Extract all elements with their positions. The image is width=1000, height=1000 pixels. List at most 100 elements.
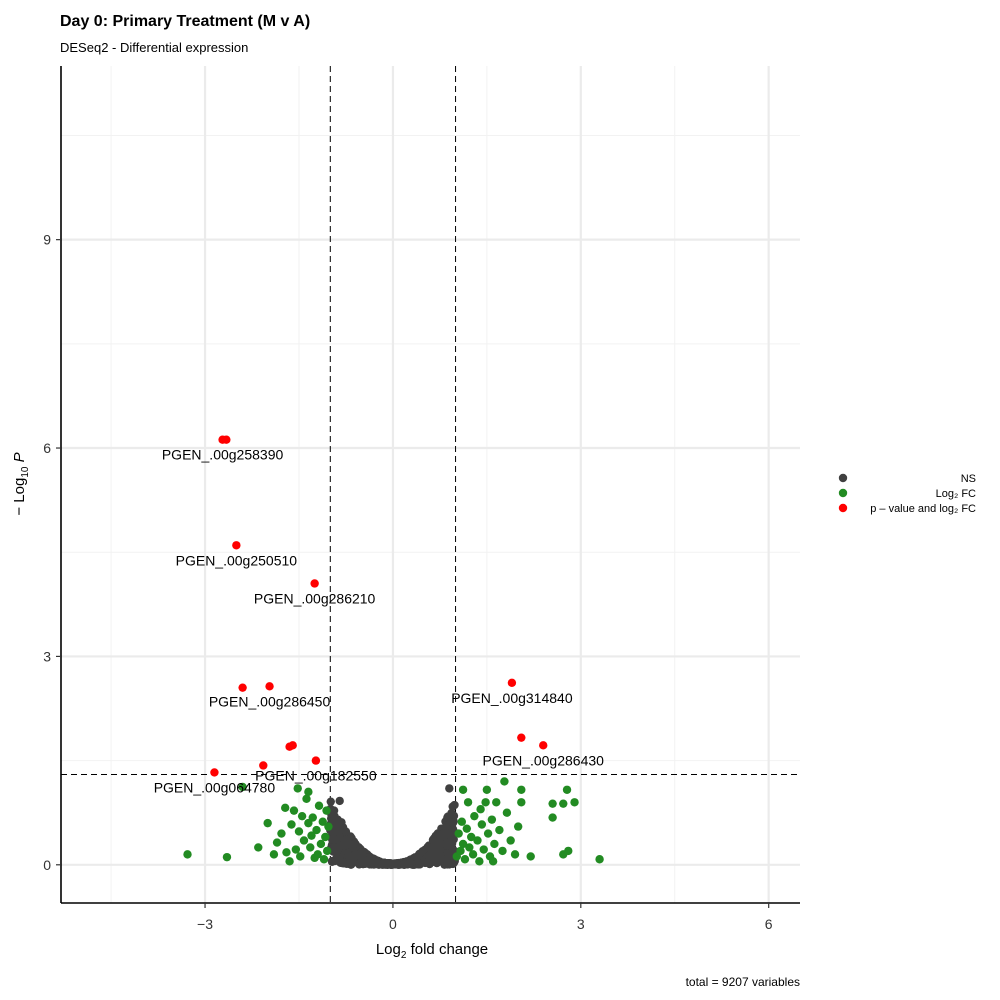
fc-point	[517, 798, 526, 807]
data-points	[183, 435, 604, 869]
ns-point	[326, 797, 335, 806]
fc-point	[506, 836, 515, 845]
point-label: PGEN_.00g064780	[154, 779, 276, 795]
fc-point	[458, 785, 468, 794]
ns-point	[443, 813, 452, 822]
fc-point	[285, 857, 294, 866]
sig-point	[238, 683, 247, 692]
axes	[60, 66, 800, 904]
ns-point	[405, 859, 414, 868]
fc-point	[456, 846, 465, 856]
legend-marker	[838, 503, 848, 513]
ns-point	[331, 854, 341, 864]
legend-marker	[838, 473, 848, 483]
fc-point	[559, 799, 568, 808]
fc-point	[477, 820, 487, 829]
fc-point	[313, 850, 322, 859]
fc-point	[296, 852, 305, 861]
x-tick-label: 0	[389, 916, 397, 932]
chart-caption: total = 9207 variables	[686, 975, 800, 989]
chart-title: Day 0: Primary Treatment (M v A)	[60, 13, 310, 30]
fc-point	[302, 794, 311, 804]
ns-point	[341, 827, 351, 836]
y-axis-label: − Log10 P	[11, 452, 31, 515]
point-labels: PGEN_.00g258390 PGEN_.00g250510 PGEN_.00g2…	[154, 447, 604, 796]
legend-marker	[838, 488, 848, 498]
fc-point	[291, 845, 301, 854]
ns-point	[430, 854, 439, 863]
fc-point	[473, 836, 482, 845]
fc-point	[312, 825, 321, 835]
fc-point	[294, 827, 304, 836]
ns-point	[344, 851, 353, 860]
cutoff-lines	[61, 66, 800, 903]
fc-point	[319, 855, 329, 864]
ns-point	[442, 855, 451, 864]
ns-point	[348, 843, 357, 852]
fc-point	[457, 817, 467, 826]
ns-point	[330, 843, 339, 852]
fc-point	[488, 857, 498, 866]
fc-point	[498, 846, 507, 856]
fc-point	[500, 777, 509, 786]
fc-point	[548, 813, 557, 822]
grid-lines	[61, 66, 800, 903]
fc-point	[282, 848, 291, 857]
legend-label: NS	[961, 473, 976, 485]
sig-point	[539, 741, 548, 750]
fc-point	[462, 824, 472, 833]
y-tick-label: 3	[43, 648, 51, 664]
ns-point	[435, 848, 444, 857]
point-label: PGEN_.00g286210	[254, 590, 376, 606]
fc-point	[490, 839, 499, 849]
fc-point	[495, 825, 504, 835]
fc-point	[502, 808, 512, 817]
fc-point	[562, 785, 572, 794]
fc-point	[548, 799, 557, 808]
fc-point	[297, 811, 307, 821]
fc-point	[281, 803, 290, 813]
fc-point	[322, 846, 332, 856]
fc-point	[321, 832, 330, 842]
fc-point	[287, 820, 296, 829]
fc-point	[222, 852, 232, 862]
ns-point	[439, 828, 449, 838]
fc-point	[467, 832, 476, 842]
ns-point	[328, 835, 337, 844]
fc-point	[479, 845, 488, 854]
fc-point	[316, 839, 326, 849]
ns-point	[445, 784, 454, 793]
sig-point	[232, 541, 241, 550]
fc-point	[324, 822, 333, 831]
fc-point	[299, 836, 309, 845]
sig-point	[265, 682, 274, 691]
fc-point	[517, 785, 526, 794]
sig-point	[507, 678, 517, 688]
fc-point	[304, 787, 313, 797]
chart-subtitle: DESeq2 - Differential expression	[60, 40, 248, 55]
fc-point	[314, 801, 324, 810]
tick-labels: −3 0 3 6 0 3 6 9	[43, 232, 773, 932]
x-tick-label: 6	[765, 916, 773, 932]
fc-point	[304, 818, 313, 828]
sig-point	[311, 756, 321, 765]
fc-point	[513, 822, 523, 831]
fc-point	[526, 852, 535, 861]
ns-point	[333, 819, 342, 829]
ns-point	[364, 855, 374, 865]
point-label: PGEN_.00g258390	[162, 447, 284, 463]
fc-point	[510, 850, 520, 859]
fc-point	[318, 817, 327, 826]
fc-point	[475, 857, 484, 866]
ns-point	[450, 800, 459, 810]
legend-label: Log₂ FC	[936, 488, 976, 500]
sig-point	[517, 733, 526, 742]
sig-point	[210, 768, 219, 777]
ns-point	[342, 835, 351, 844]
sig-point	[259, 761, 268, 770]
fc-point	[238, 782, 247, 792]
x-tick-label: −3	[197, 916, 213, 932]
fc-point	[570, 798, 579, 807]
fc-point	[492, 798, 501, 807]
